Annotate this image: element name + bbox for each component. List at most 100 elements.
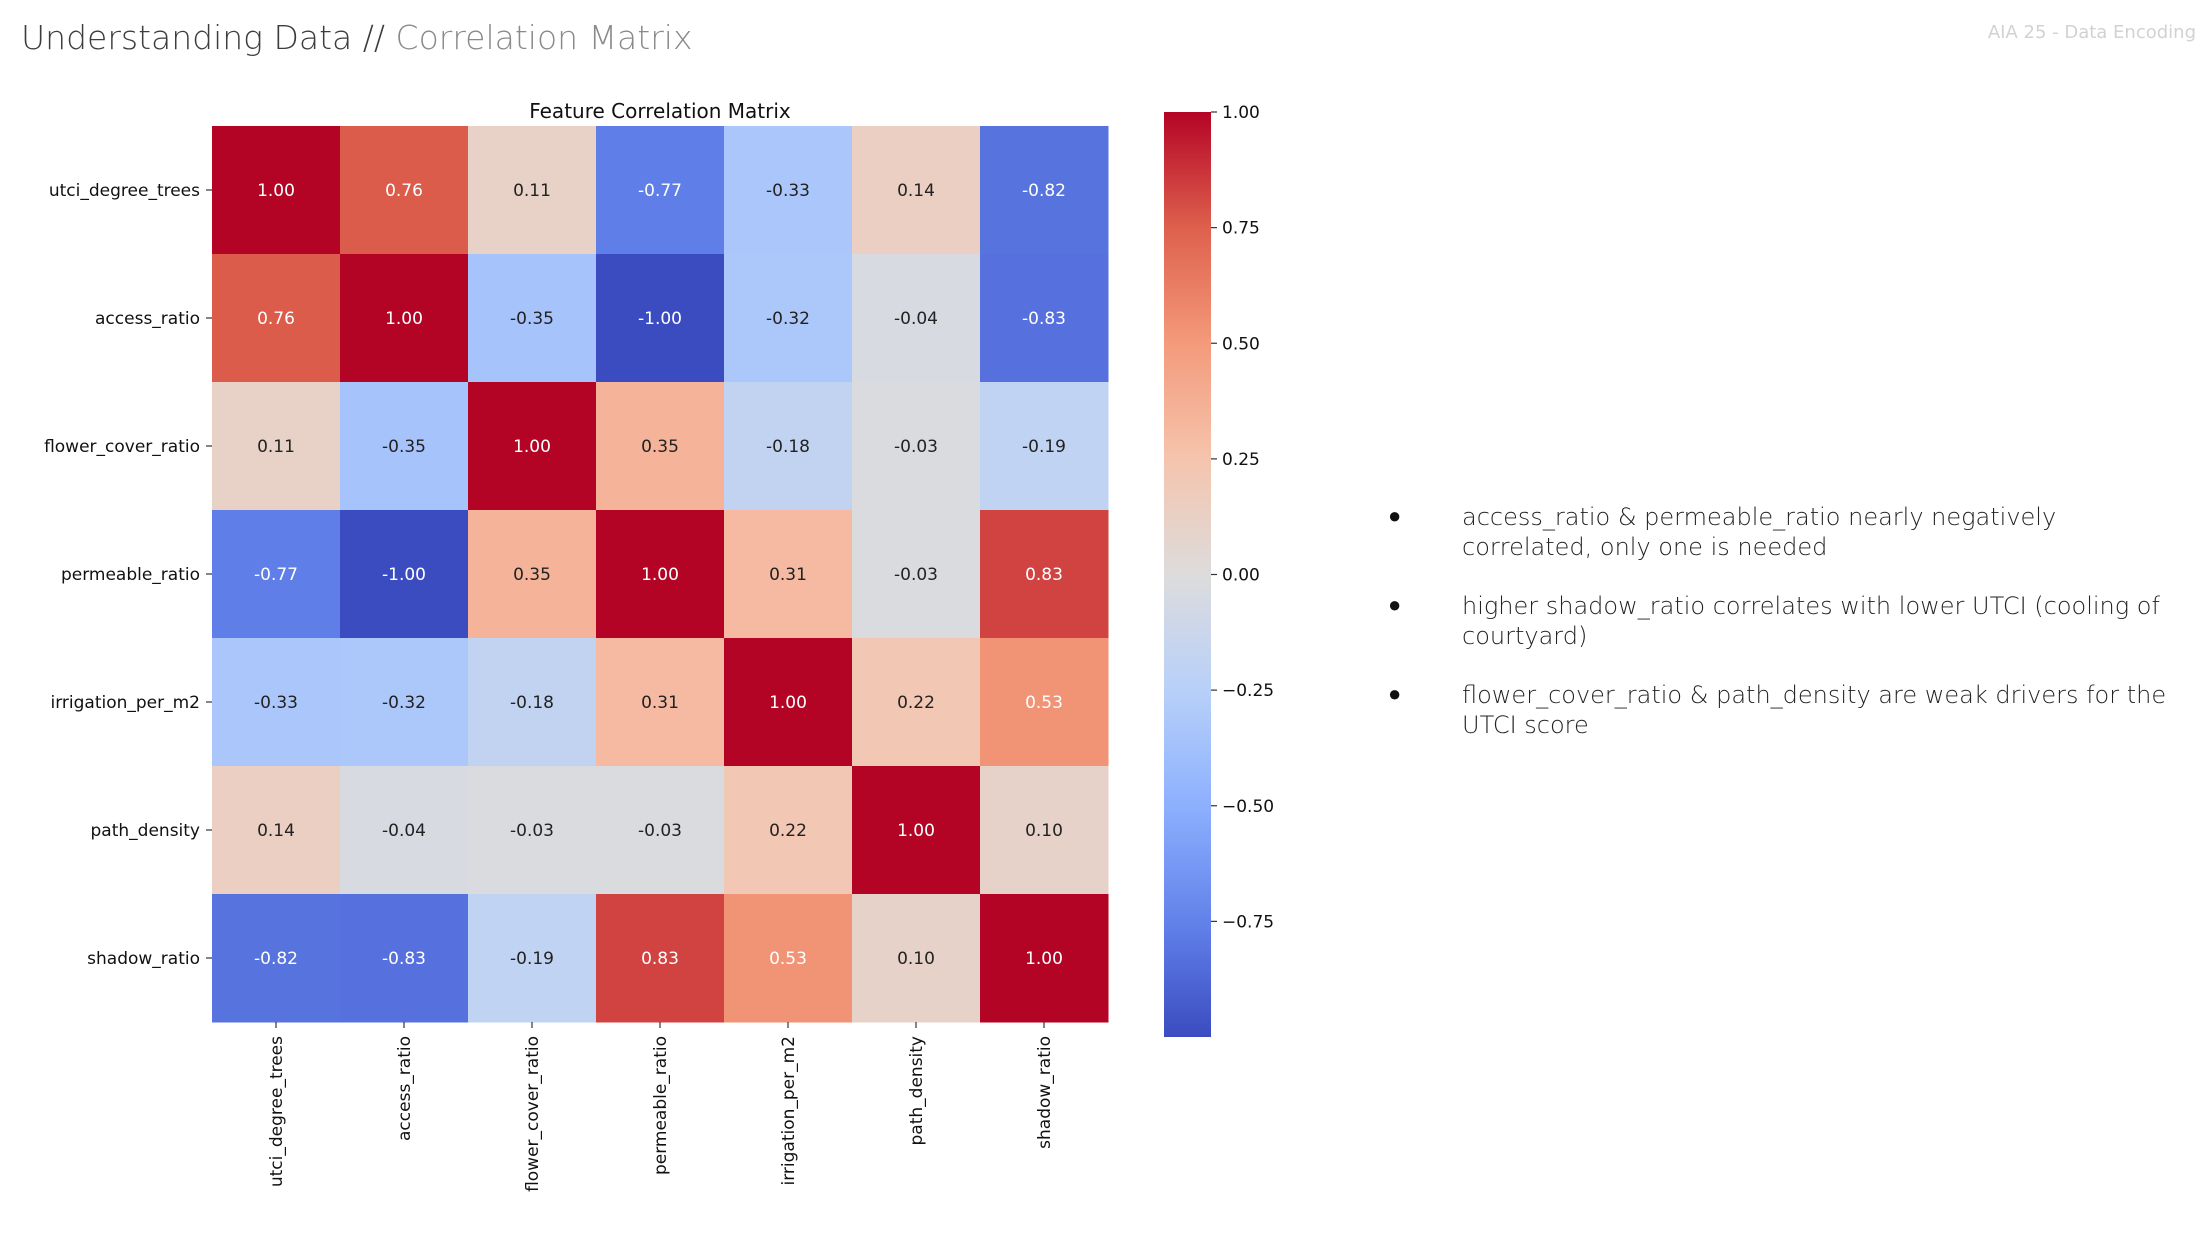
- cell-value-label: 0.22: [897, 693, 935, 713]
- insight-item: ● higher shadow_ratio correlates with lo…: [1380, 591, 2170, 651]
- cell-value-label: -0.19: [510, 949, 554, 969]
- cell-value-label: 0.22: [769, 821, 807, 841]
- cell-value-label: 0.53: [769, 949, 807, 969]
- cell-value-label: 0.14: [257, 821, 295, 841]
- heatmap-cell: [468, 510, 597, 639]
- heatmap-cell: [980, 894, 1109, 1023]
- colorbar-tick-label: 1.00: [1222, 103, 1260, 123]
- cell-value-label: -0.32: [382, 693, 426, 713]
- heatmap-cell: [468, 766, 597, 895]
- insight-item: ● access_ratio & permeable_ratio nearly …: [1380, 502, 2170, 562]
- heatmap-cell: [212, 638, 341, 767]
- heatmap-cell: [724, 126, 853, 255]
- heatmap-cell: [724, 638, 853, 767]
- colorbar-tick-label: 0.00: [1222, 566, 1260, 586]
- cell-value-label: -0.03: [638, 821, 682, 841]
- y-tick-label: utci_degree_trees: [49, 181, 200, 201]
- cell-value-label: -0.83: [1022, 309, 1066, 329]
- insight-item: ● flower_cover_ratio & path_density are …: [1380, 680, 2170, 740]
- cell-value-label: -0.35: [510, 309, 554, 329]
- cell-value-label: -0.82: [254, 949, 298, 969]
- heatmap-cell: [852, 894, 981, 1023]
- heatmap-cell: [596, 510, 725, 639]
- cell-value-label: -0.82: [1022, 181, 1066, 201]
- heatmap-cell: [724, 894, 853, 1023]
- colorbar-tick-label: −0.75: [1222, 912, 1274, 932]
- y-tick-label: access_ratio: [95, 309, 200, 329]
- heatmap-cell: [596, 126, 725, 255]
- x-tick-label: access_ratio: [395, 1036, 415, 1141]
- x-tick-label: flower_cover_ratio: [523, 1036, 543, 1192]
- cell-value-label: -0.03: [894, 565, 938, 585]
- cell-value-label: -0.77: [638, 181, 682, 201]
- page-title-subtitle: Correlation Matrix: [395, 18, 693, 57]
- cell-value-label: 1.00: [513, 437, 551, 457]
- y-tick-label: path_density: [91, 821, 200, 841]
- page-title: Understanding Data // Correlation Matrix: [21, 18, 692, 57]
- heatmap-cell: [596, 254, 725, 383]
- bullet-icon: ●: [1388, 682, 1402, 707]
- heatmap-cell: [468, 126, 597, 255]
- heatmap-cell: [340, 510, 469, 639]
- cell-value-label: -0.04: [382, 821, 426, 841]
- heatmap-cell: [468, 382, 597, 511]
- insight-list: ● access_ratio & permeable_ratio nearly …: [1380, 502, 2170, 769]
- cell-value-label: 1.00: [769, 693, 807, 713]
- heatmap-cell: [724, 382, 853, 511]
- heatmap-cell: [852, 254, 981, 383]
- cell-value-label: -0.04: [894, 309, 938, 329]
- y-tick-label: permeable_ratio: [61, 565, 200, 585]
- heatmap-cell: [340, 126, 469, 255]
- heatmap-cell: [852, 766, 981, 895]
- heatmap-cell: [596, 382, 725, 511]
- y-tick-label: flower_cover_ratio: [44, 437, 200, 457]
- cell-value-label: 0.11: [257, 437, 295, 457]
- cell-value-label: -0.83: [382, 949, 426, 969]
- cell-value-label: -1.00: [382, 565, 426, 585]
- cell-value-label: 1.00: [897, 821, 935, 841]
- heatmap-cell: [468, 894, 597, 1023]
- heatmap-cell: [980, 254, 1109, 383]
- y-tick-label: shadow_ratio: [87, 949, 200, 969]
- cell-value-label: -1.00: [638, 309, 682, 329]
- x-tick-label: path_density: [907, 1036, 927, 1145]
- colorbar-tick-label: 0.50: [1222, 334, 1260, 354]
- heatmap-cell: [340, 766, 469, 895]
- bullet-icon: ●: [1388, 593, 1402, 618]
- heatmap-cell: [724, 254, 853, 383]
- course-tag: AIA 25 - Data Encoding: [1987, 22, 2196, 43]
- heatmap-cell: [852, 638, 981, 767]
- cell-value-label: -0.32: [766, 309, 810, 329]
- heatmap-cell: [852, 382, 981, 511]
- heatmap-cell: [980, 510, 1109, 639]
- x-tick-label: utci_degree_trees: [267, 1036, 287, 1187]
- cell-value-label: 0.31: [641, 693, 679, 713]
- page-title-separator: //: [362, 18, 386, 57]
- chart-title: Feature Correlation Matrix: [529, 99, 791, 123]
- correlation-heatmap: Feature Correlation Matrix 1.00 0.76 0.11 -0…: [44, 99, 1274, 1192]
- cell-value-label: 1.00: [641, 565, 679, 585]
- cell-value-label: 0.83: [1025, 565, 1063, 585]
- heatmap-cell: [340, 254, 469, 383]
- heatmap-cell: [596, 766, 725, 895]
- colorbar: [1164, 112, 1211, 1037]
- heatmap-cell: [724, 766, 853, 895]
- heatmap-cell: [980, 638, 1109, 767]
- cell-value-label: -0.03: [510, 821, 554, 841]
- heatmap-cell: [340, 382, 469, 511]
- cell-value-label: -0.18: [510, 693, 554, 713]
- insight-text: flower_cover_ratio & path_density are we…: [1462, 681, 2167, 739]
- cell-value-label: 0.10: [1025, 821, 1063, 841]
- colorbar-tick-label: −0.50: [1222, 797, 1274, 817]
- cell-value-label: 0.31: [769, 565, 807, 585]
- x-tick-label: irrigation_per_m2: [779, 1036, 799, 1186]
- colorbar-tick-label: 0.25: [1222, 450, 1260, 470]
- x-tick-label: permeable_ratio: [651, 1036, 671, 1175]
- cell-value-label: -0.18: [766, 437, 810, 457]
- heatmap-cell: [340, 894, 469, 1023]
- insight-text: higher shadow_ratio correlates with lowe…: [1462, 592, 2160, 650]
- heatmap-cell: [596, 638, 725, 767]
- x-tick-label: shadow_ratio: [1035, 1036, 1055, 1149]
- heatmap-cell: [212, 382, 341, 511]
- cell-value-label: -0.35: [382, 437, 426, 457]
